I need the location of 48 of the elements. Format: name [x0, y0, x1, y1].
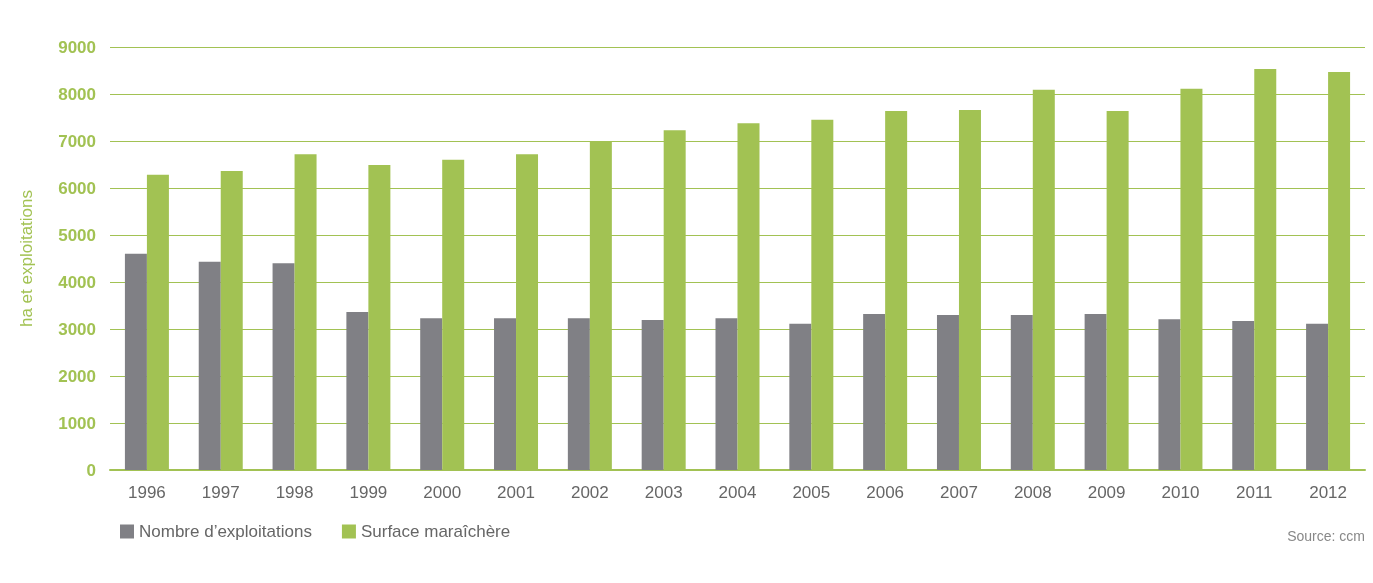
x-tick-label: 1998 [275, 483, 314, 502]
legend-label: Surface maraîchère [360, 522, 511, 541]
x-tick-label: 2002 [570, 483, 609, 502]
y-tick-label: 3000 [58, 319, 96, 339]
bar [420, 318, 443, 470]
bar [1158, 319, 1181, 470]
y-tick-label: 2000 [58, 366, 96, 386]
y-tick-label: 6000 [58, 178, 96, 198]
bar [272, 263, 295, 470]
x-tick-label: 2012 [1309, 483, 1347, 502]
bar [789, 323, 812, 470]
y-tick-label: 0 [86, 460, 96, 480]
bar [567, 318, 590, 470]
x-tick-label: 2004 [718, 483, 757, 502]
x-tick-label: 2008 [1013, 483, 1052, 502]
x-tick-label: 2006 [866, 483, 905, 502]
y-axis-title: ha et exploitations [17, 189, 36, 328]
bar [124, 253, 147, 470]
x-tick-label: 1997 [201, 483, 240, 502]
y-tick-label: 4000 [58, 272, 96, 292]
x-tick-label: 2001 [497, 483, 535, 502]
bar [936, 314, 959, 470]
y-tick-label: 1000 [58, 413, 96, 433]
bar [1306, 323, 1329, 470]
y-tick-label: 5000 [58, 225, 96, 245]
y-tick-label: 7000 [58, 131, 96, 151]
x-tick-label: 2003 [644, 483, 683, 502]
bar [1232, 321, 1255, 470]
bar [1084, 313, 1107, 470]
x-tick-label: 2011 [1235, 483, 1273, 502]
x-tick-label: 2009 [1087, 483, 1126, 502]
legend-label: Nombre d’exploitations [139, 522, 312, 541]
bar [863, 313, 886, 470]
bar [641, 320, 664, 470]
y-tick-label: 9000 [58, 37, 96, 57]
bar [1010, 314, 1033, 470]
x-tick-label: 1996 [128, 483, 166, 502]
bar [715, 318, 738, 470]
x-tick-label: 2000 [423, 483, 462, 502]
bar [198, 261, 221, 470]
bar [346, 312, 369, 470]
x-tick-label: 2005 [792, 483, 831, 502]
y-tick-label: 8000 [58, 84, 96, 104]
bar [494, 318, 517, 470]
x-tick-label: 1999 [349, 483, 388, 502]
x-tick-label: 2007 [940, 483, 978, 502]
source-note: Source: ccm [1287, 528, 1366, 544]
x-tick-label: 2010 [1161, 483, 1200, 502]
